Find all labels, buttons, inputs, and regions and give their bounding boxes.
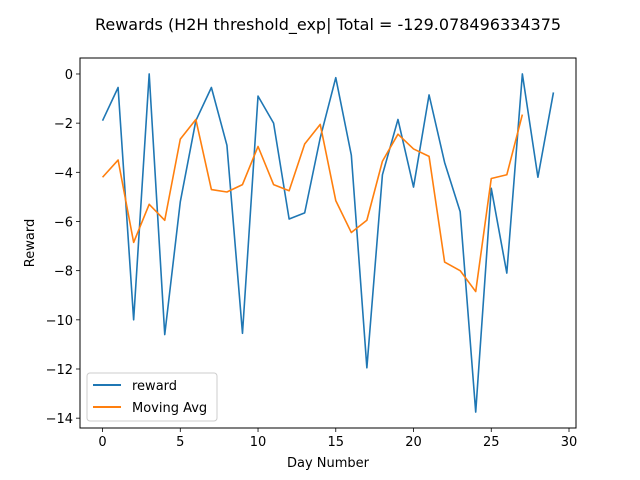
x-tick-label: 0 bbox=[98, 435, 106, 450]
plot-area bbox=[101, 73, 555, 413]
plot-frame bbox=[79, 57, 577, 429]
x-axis-ticks: 0 5 10 15 20 25 30 bbox=[98, 428, 577, 450]
y-axis-label: Reward bbox=[23, 219, 38, 267]
x-tick-label: 25 bbox=[483, 435, 500, 450]
y-tick-label: −14 bbox=[46, 412, 73, 427]
y-tick-label: −2 bbox=[54, 117, 73, 132]
y-tick-label: −10 bbox=[46, 314, 73, 329]
x-tick-label: 15 bbox=[328, 435, 345, 450]
chart-title: Rewards (H2H threshold_exp| Total = -129… bbox=[95, 15, 561, 35]
y-tick-label: −4 bbox=[54, 166, 73, 181]
legend-label-reward: reward bbox=[132, 379, 177, 394]
x-tick-label: 10 bbox=[250, 435, 267, 450]
series-line-moving-avg bbox=[101, 114, 524, 293]
legend: reward Moving Avg bbox=[86, 372, 218, 422]
x-tick-label: 5 bbox=[176, 435, 184, 450]
y-tick-label: −8 bbox=[54, 265, 73, 280]
y-tick-label: −12 bbox=[46, 363, 73, 378]
y-tick-label: 0 bbox=[65, 68, 73, 83]
legend-label-moving-avg: Moving Avg bbox=[132, 401, 207, 416]
series-line-reward bbox=[101, 73, 555, 413]
x-tick-label: 20 bbox=[405, 435, 422, 450]
y-axis-ticks: 0 −2 −4 −6 −8 −10 −12 −14 bbox=[46, 68, 80, 427]
x-tick-label: 30 bbox=[561, 435, 578, 450]
y-tick-label: −6 bbox=[54, 215, 73, 230]
x-axis-label: Day Number bbox=[287, 456, 370, 471]
